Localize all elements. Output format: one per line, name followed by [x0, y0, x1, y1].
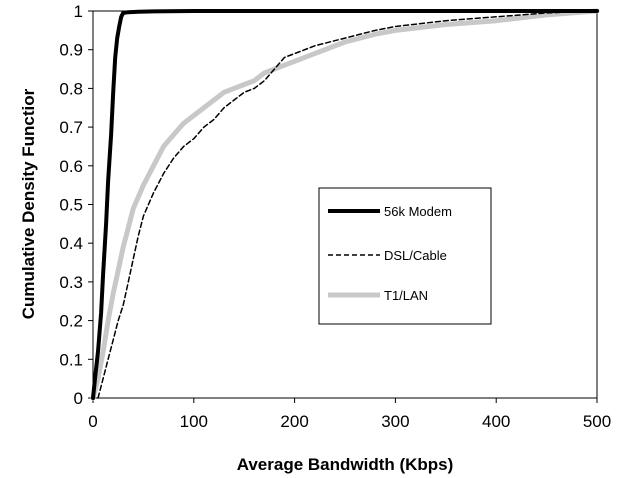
y-tick-label: 0.5 [59, 196, 83, 215]
x-axis-title: Average Bandwidth (Kbps) [237, 455, 454, 474]
y-tick-label: 0.4 [59, 234, 83, 253]
legend: 56k Modem DSL/Cable T1/LAN [318, 187, 492, 325]
series-layer [90, 8, 600, 401]
x-tick-label: 300 [381, 412, 409, 431]
y-tick-label: 0.8 [59, 79, 83, 98]
x-tick-label: 500 [583, 412, 611, 431]
series-line-t1-lan [90, 8, 600, 401]
legend-label-dsl-cable: DSL/Cable [384, 248, 447, 263]
legend-label-56k-modem: 56k Modem [384, 204, 452, 219]
y-tick-label: 0.6 [59, 157, 83, 176]
x-tick-label: 100 [180, 412, 208, 431]
legend-label-t1-lan: T1/LAN [384, 288, 428, 303]
y-axis-title: Cumulative Density Functior [19, 88, 38, 319]
y-axis: 0 0.1 0.2 0.3 0.4 0.5 0.6 0.7 0.8 0.9 1 [59, 2, 93, 408]
x-axis: 0 100 200 300 400 500 [88, 398, 611, 431]
x-tick-label: 400 [482, 412, 510, 431]
y-tick-label: 0.9 [59, 41, 83, 60]
y-tick-label: 0.1 [59, 350, 83, 369]
x-tick-label: 200 [280, 412, 308, 431]
series-line-56k-modem [91, 9, 599, 400]
series-line-dsl-cable [97, 10, 598, 399]
x-tick-label: 0 [88, 412, 97, 431]
y-tick-label: 0.3 [59, 273, 83, 292]
y-tick-label: 0.7 [59, 118, 83, 137]
y-tick-label: 0.2 [59, 312, 83, 331]
y-tick-label: 1 [74, 2, 83, 21]
y-tick-label: 0 [74, 389, 83, 408]
